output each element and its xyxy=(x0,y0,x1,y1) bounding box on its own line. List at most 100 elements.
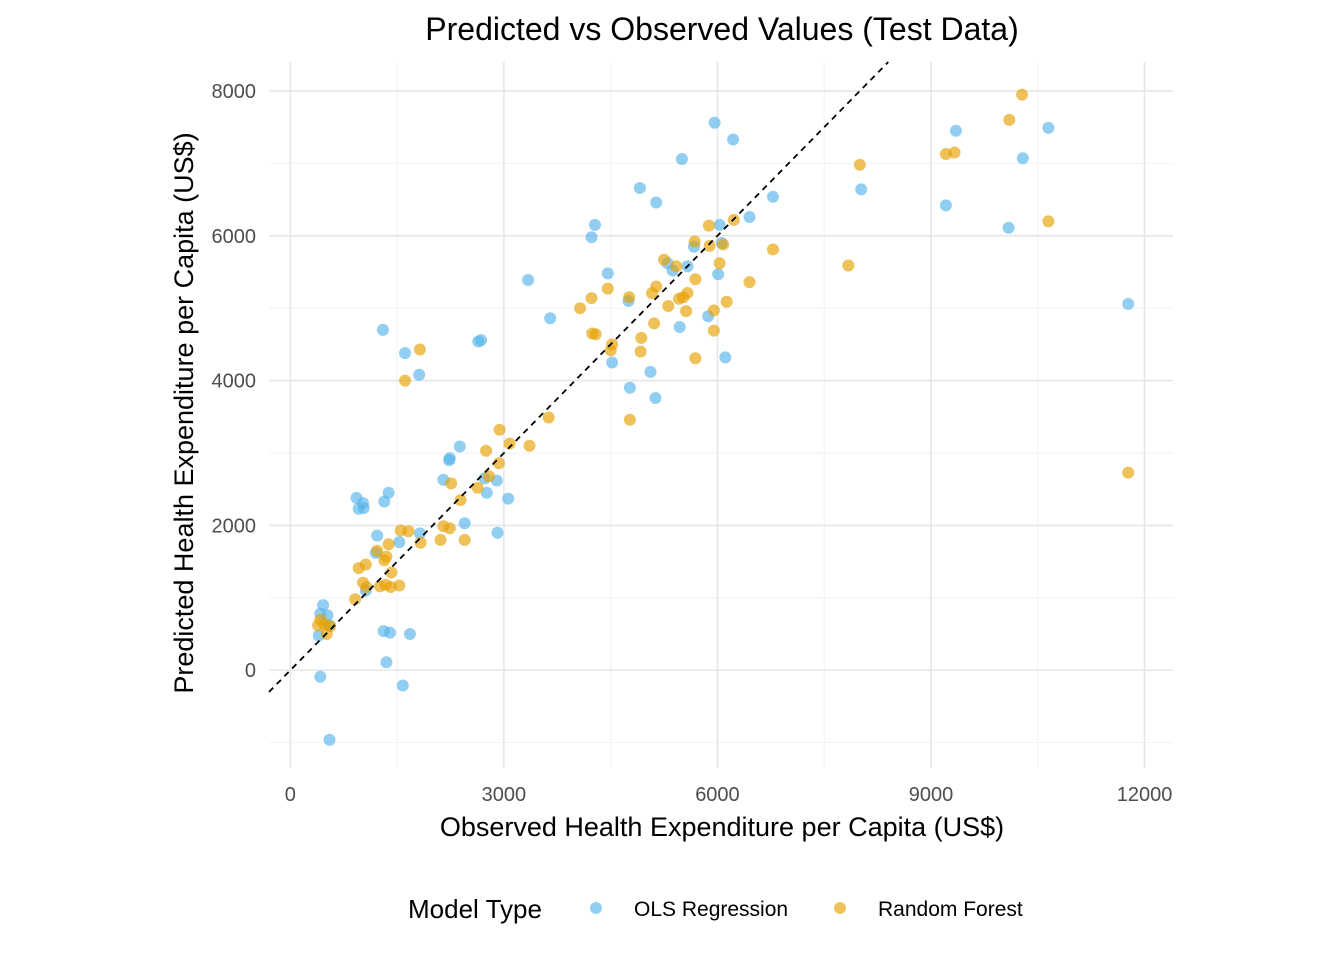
data-point-random-forest xyxy=(670,260,683,273)
data-point-random-forest xyxy=(413,343,426,356)
data-point-random-forest xyxy=(648,317,661,330)
x-tick-label: 12000 xyxy=(1117,784,1173,806)
data-point-ols-regression xyxy=(1122,297,1135,310)
legend-label-ols-regression: OLS Regression xyxy=(634,898,788,921)
data-point-ols-regression xyxy=(633,182,646,194)
data-point-ols-regression xyxy=(413,527,426,540)
data-point-random-forest xyxy=(574,302,587,315)
data-point-random-forest xyxy=(720,295,733,308)
data-point-random-forest xyxy=(662,300,675,312)
data-point-ols-regression xyxy=(649,392,662,404)
data-point-ols-regression xyxy=(317,599,330,612)
data-point-random-forest xyxy=(713,257,726,270)
data-point-ols-regression xyxy=(949,124,962,137)
data-point-random-forest xyxy=(650,280,663,293)
data-point-random-forest xyxy=(681,287,694,299)
data-point-ols-regression xyxy=(502,492,515,505)
data-point-random-forest xyxy=(601,282,614,295)
data-point-random-forest xyxy=(948,146,961,159)
data-point-random-forest xyxy=(658,253,671,266)
data-point-random-forest xyxy=(434,533,447,546)
data-point-random-forest xyxy=(767,243,779,256)
legend-title: Model Type xyxy=(408,894,542,924)
x-tick-label: 3000 xyxy=(482,784,527,806)
data-point-ols-regression xyxy=(589,218,601,231)
data-point-random-forest xyxy=(359,558,372,571)
data-point-ols-regression xyxy=(743,211,756,223)
reference-line-layer xyxy=(268,61,889,693)
data-point-random-forest xyxy=(707,304,720,317)
data-point-random-forest xyxy=(689,273,702,286)
data-point-random-forest xyxy=(371,544,384,557)
y-tick-label: 6000 xyxy=(212,226,257,248)
x-tick-label: 0 xyxy=(285,784,296,806)
data-point-ols-regression xyxy=(712,268,725,281)
data-point-random-forest xyxy=(503,437,516,450)
data-point-random-forest xyxy=(585,292,598,305)
y-tick-label: 0 xyxy=(245,660,256,682)
data-point-ols-regression xyxy=(675,153,688,165)
points-layer xyxy=(312,88,1135,746)
data-point-random-forest xyxy=(743,276,756,289)
data-point-random-forest xyxy=(523,439,536,452)
data-point-ols-regression xyxy=(650,196,663,209)
data-point-random-forest xyxy=(606,338,619,351)
x-axis-ticks: 0 3000 6000 9000 12000 xyxy=(285,784,1173,806)
data-point-ols-regression xyxy=(939,199,952,212)
data-point-ols-regression xyxy=(713,218,726,231)
data-point-random-forest xyxy=(324,620,337,633)
data-point-random-forest xyxy=(853,158,866,171)
data-point-ols-regression xyxy=(1042,121,1055,134)
data-point-random-forest xyxy=(385,566,398,579)
data-point-random-forest xyxy=(1122,466,1135,479)
data-point-ols-regression xyxy=(480,486,493,499)
data-point-ols-regression xyxy=(403,628,416,640)
data-point-random-forest xyxy=(360,581,373,593)
legend-label-random-forest: Random Forest xyxy=(878,898,1023,921)
data-point-ols-regression xyxy=(453,440,466,453)
data-point-random-forest xyxy=(542,411,555,424)
data-point-ols-regression xyxy=(443,452,456,465)
data-point-ols-regression xyxy=(380,656,393,669)
data-point-ols-regression xyxy=(314,670,327,683)
data-point-random-forest xyxy=(842,259,855,272)
data-point-ols-regression xyxy=(393,536,406,549)
data-point-random-forest xyxy=(445,477,458,490)
data-point-ols-regression xyxy=(382,486,395,499)
y-tick-label: 4000 xyxy=(212,371,257,393)
data-point-ols-regression xyxy=(544,312,557,325)
data-point-ols-regression xyxy=(623,381,636,394)
data-point-random-forest xyxy=(380,550,393,563)
data-point-random-forest xyxy=(689,352,702,365)
data-point-random-forest xyxy=(393,579,406,592)
data-point-ols-regression xyxy=(475,334,488,347)
data-point-random-forest xyxy=(707,324,720,337)
data-point-random-forest xyxy=(480,444,493,457)
data-point-random-forest xyxy=(493,423,506,436)
data-point-random-forest xyxy=(454,494,467,507)
data-point-random-forest xyxy=(402,525,415,538)
x-tick-label: 9000 xyxy=(909,784,954,806)
data-point-ols-regression xyxy=(1016,152,1029,165)
data-point-random-forest xyxy=(702,219,715,232)
data-point-random-forest xyxy=(634,345,647,358)
data-point-ols-regression xyxy=(1002,221,1015,234)
y-axis-label: Predicted Health Expenditure per Capita … xyxy=(169,132,199,693)
grid-minor xyxy=(269,62,1173,768)
data-point-ols-regression xyxy=(606,356,619,369)
data-point-random-forest xyxy=(1003,113,1016,126)
x-tick-label: 6000 xyxy=(695,784,740,806)
data-point-ols-regression xyxy=(644,365,657,378)
data-point-ols-regression xyxy=(371,529,384,542)
data-point-ols-regression xyxy=(767,190,779,203)
data-point-random-forest xyxy=(382,538,395,551)
y-tick-label: 2000 xyxy=(212,515,257,537)
data-point-random-forest xyxy=(482,470,495,483)
x-axis-label: Observed Health Expenditure per Capita (… xyxy=(440,812,1004,842)
data-point-random-forest xyxy=(589,328,602,341)
data-point-random-forest xyxy=(1042,215,1055,228)
data-point-ols-regression xyxy=(357,502,370,514)
data-point-ols-regression xyxy=(376,323,389,336)
